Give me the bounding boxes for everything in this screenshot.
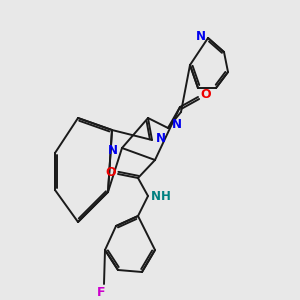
Text: O: O: [106, 166, 116, 178]
Text: N: N: [172, 118, 182, 131]
Text: N: N: [156, 133, 166, 146]
Text: F: F: [97, 286, 105, 298]
Text: N: N: [196, 31, 206, 44]
Text: O: O: [201, 88, 211, 100]
Text: H: H: [161, 190, 171, 203]
Text: N: N: [108, 143, 118, 157]
Text: N: N: [151, 190, 161, 203]
